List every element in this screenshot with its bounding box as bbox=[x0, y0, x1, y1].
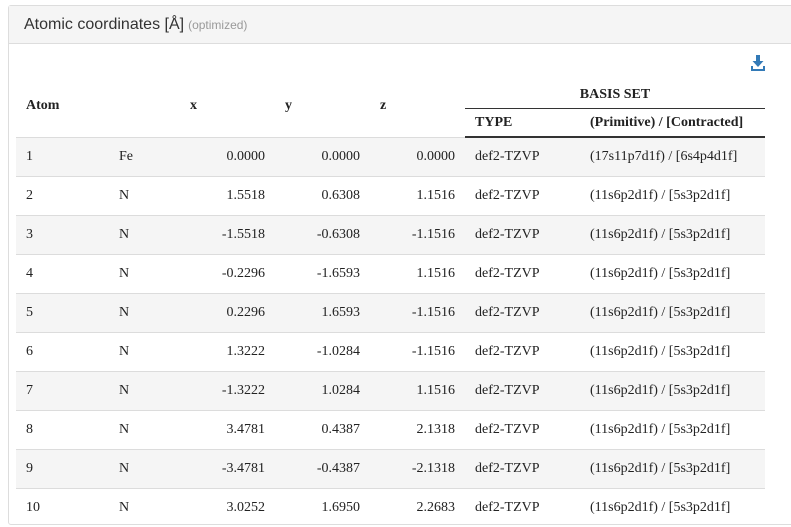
coord-x: -0.2296 bbox=[180, 255, 275, 294]
basis-contraction: (11s6p2d1f) / [5s3p2d1f] bbox=[580, 489, 765, 527]
coord-x: 3.4781 bbox=[180, 411, 275, 450]
atom-element: N bbox=[109, 255, 180, 294]
atom-element: N bbox=[109, 450, 180, 489]
coord-y: 1.0284 bbox=[275, 372, 370, 411]
atom-element: N bbox=[109, 216, 180, 255]
atom-element: N bbox=[109, 294, 180, 333]
coord-z: 1.1516 bbox=[370, 255, 465, 294]
coord-x: 3.0252 bbox=[180, 489, 275, 527]
header-contraction: (Primitive) / [Contracted] bbox=[580, 109, 765, 138]
basis-type: def2-TZVP bbox=[465, 177, 580, 216]
basis-type: def2-TZVP bbox=[465, 489, 580, 527]
table-row: 3 N -1.5518 -0.6308 -1.1516 def2-TZVP (1… bbox=[16, 216, 765, 255]
coord-x: 1.3222 bbox=[180, 333, 275, 372]
coord-x: 1.5518 bbox=[180, 177, 275, 216]
table-row: 2 N 1.5518 0.6308 1.1516 def2-TZVP (11s6… bbox=[16, 177, 765, 216]
coord-y: 1.6593 bbox=[275, 294, 370, 333]
atom-index: 4 bbox=[16, 255, 109, 294]
coord-y: -0.6308 bbox=[275, 216, 370, 255]
table-row: 10 N 3.0252 1.6950 2.2683 def2-TZVP (11s… bbox=[16, 489, 765, 527]
panel-subtitle: (optimized) bbox=[188, 18, 247, 32]
coord-x: 0.0000 bbox=[180, 137, 275, 177]
basis-type: def2-TZVP bbox=[465, 450, 580, 489]
coord-y: -1.6593 bbox=[275, 255, 370, 294]
panel-title: Atomic coordinates [Å] bbox=[24, 16, 184, 34]
coord-y: -0.4387 bbox=[275, 450, 370, 489]
atom-index: 2 bbox=[16, 177, 109, 216]
header-atom: Atom bbox=[16, 76, 180, 137]
basis-contraction: (11s6p2d1f) / [5s3p2d1f] bbox=[580, 450, 765, 489]
basis-type: def2-TZVP bbox=[465, 137, 580, 177]
atom-element: N bbox=[109, 333, 180, 372]
header-y: y bbox=[275, 76, 370, 137]
table-row: 7 N -1.3222 1.0284 1.1516 def2-TZVP (11s… bbox=[16, 372, 765, 411]
basis-contraction: (11s6p2d1f) / [5s3p2d1f] bbox=[580, 372, 765, 411]
basis-contraction: (17s11p7d1f) / [6s4p4d1f] bbox=[580, 137, 765, 177]
atom-index: 8 bbox=[16, 411, 109, 450]
coord-x: -1.3222 bbox=[180, 372, 275, 411]
atom-element: N bbox=[109, 372, 180, 411]
coord-z: -1.1516 bbox=[370, 333, 465, 372]
basis-type: def2-TZVP bbox=[465, 372, 580, 411]
header-basis-set: BASIS SET bbox=[465, 76, 765, 109]
atom-index: 6 bbox=[16, 333, 109, 372]
header-row-top: Atom x y z BASIS SET bbox=[16, 76, 765, 109]
panel-heading: Atomic coordinates [Å] (optimized) bbox=[9, 6, 791, 44]
coord-y: -1.0284 bbox=[275, 333, 370, 372]
basis-contraction: (11s6p2d1f) / [5s3p2d1f] bbox=[580, 255, 765, 294]
coord-x: -1.5518 bbox=[180, 216, 275, 255]
basis-contraction: (11s6p2d1f) / [5s3p2d1f] bbox=[580, 177, 765, 216]
atom-element: N bbox=[109, 177, 180, 216]
coord-z: 2.2683 bbox=[370, 489, 465, 527]
basis-type: def2-TZVP bbox=[465, 255, 580, 294]
coord-y: 0.6308 bbox=[275, 177, 370, 216]
basis-type: def2-TZVP bbox=[465, 333, 580, 372]
table-row: 4 N -0.2296 -1.6593 1.1516 def2-TZVP (11… bbox=[16, 255, 765, 294]
coord-z: 2.1318 bbox=[370, 411, 465, 450]
atom-element: N bbox=[109, 411, 180, 450]
coord-z: -2.1318 bbox=[370, 450, 465, 489]
atom-element: N bbox=[109, 489, 180, 527]
basis-type: def2-TZVP bbox=[465, 294, 580, 333]
basis-contraction: (11s6p2d1f) / [5s3p2d1f] bbox=[580, 294, 765, 333]
atom-index: 7 bbox=[16, 372, 109, 411]
atom-index: 3 bbox=[16, 216, 109, 255]
header-z: z bbox=[370, 76, 465, 137]
coord-z: 1.1516 bbox=[370, 372, 465, 411]
basis-contraction: (11s6p2d1f) / [5s3p2d1f] bbox=[580, 216, 765, 255]
atom-index: 1 bbox=[16, 137, 109, 177]
header-x: x bbox=[180, 76, 275, 137]
coord-z: -1.1516 bbox=[370, 294, 465, 333]
basis-type: def2-TZVP bbox=[465, 411, 580, 450]
coord-z: -1.1516 bbox=[370, 216, 465, 255]
atom-index: 5 bbox=[16, 294, 109, 333]
basis-contraction: (11s6p2d1f) / [5s3p2d1f] bbox=[580, 333, 765, 372]
coord-y: 0.4387 bbox=[275, 411, 370, 450]
table-body: 1 Fe 0.0000 0.0000 0.0000 def2-TZVP (17s… bbox=[16, 137, 765, 527]
table-row: 9 N -3.4781 -0.4387 -2.1318 def2-TZVP (1… bbox=[16, 450, 765, 489]
basis-type: def2-TZVP bbox=[465, 216, 580, 255]
coord-z: 0.0000 bbox=[370, 137, 465, 177]
table-row: 5 N 0.2296 1.6593 -1.1516 def2-TZVP (11s… bbox=[16, 294, 765, 333]
download-icon[interactable] bbox=[751, 55, 765, 71]
coord-z: 1.1516 bbox=[370, 177, 465, 216]
atom-element: Fe bbox=[109, 137, 180, 177]
atom-index: 10 bbox=[16, 489, 109, 527]
table-row: 1 Fe 0.0000 0.0000 0.0000 def2-TZVP (17s… bbox=[16, 137, 765, 177]
table-row: 8 N 3.4781 0.4387 2.1318 def2-TZVP (11s6… bbox=[16, 411, 765, 450]
table-row: 6 N 1.3222 -1.0284 -1.1516 def2-TZVP (11… bbox=[16, 333, 765, 372]
coord-y: 0.0000 bbox=[275, 137, 370, 177]
header-type: TYPE bbox=[465, 109, 580, 138]
atom-index: 9 bbox=[16, 450, 109, 489]
coord-x: -3.4781 bbox=[180, 450, 275, 489]
coordinates-table: Atom x y z BASIS SET TYPE (Primitive) / … bbox=[16, 76, 765, 527]
basis-contraction: (11s6p2d1f) / [5s3p2d1f] bbox=[580, 411, 765, 450]
coord-y: 1.6950 bbox=[275, 489, 370, 527]
coord-x: 0.2296 bbox=[180, 294, 275, 333]
